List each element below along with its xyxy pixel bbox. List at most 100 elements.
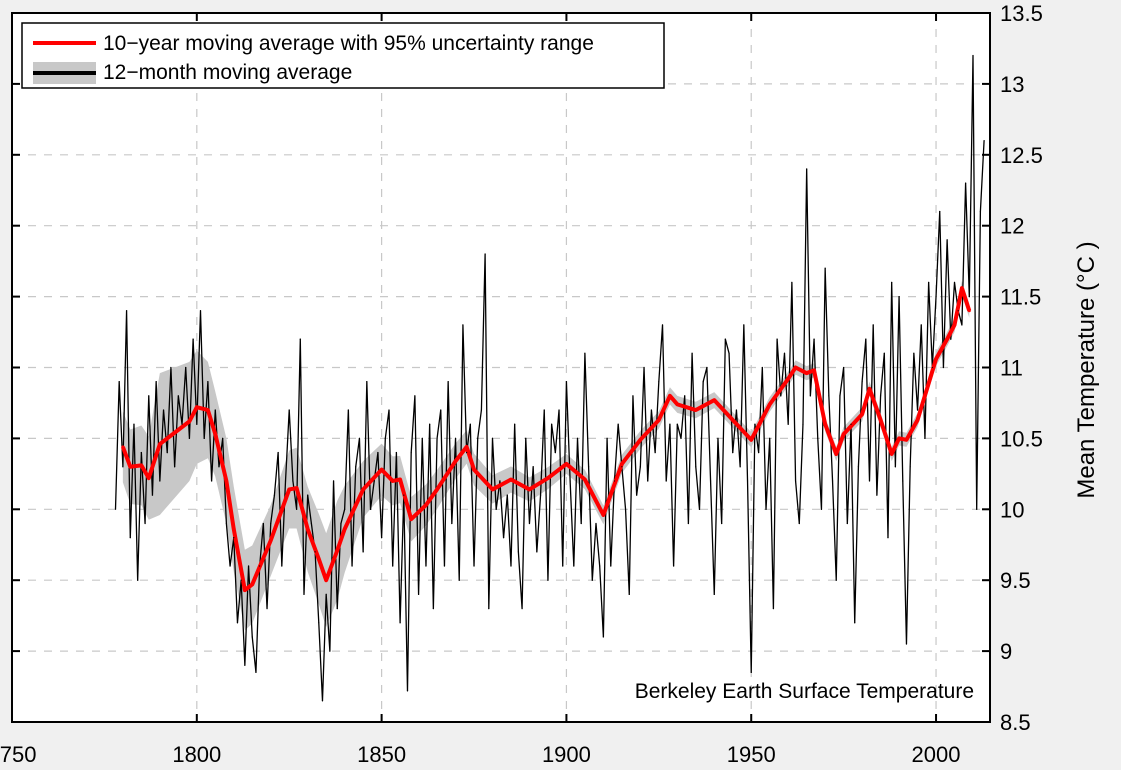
data-point-12-month — [247, 565, 250, 567]
data-point-12-month — [355, 466, 357, 468]
data-point-12-month — [624, 508, 627, 510]
data-point-12-month — [469, 423, 471, 425]
data-point-12-month — [565, 381, 568, 383]
data-point-12-month — [806, 168, 808, 170]
data-point-12-month — [654, 451, 656, 454]
data-point-12-month — [950, 338, 952, 340]
data-point-12-month — [547, 579, 549, 581]
data-point-10-year — [195, 405, 199, 409]
data-point-12-month — [336, 607, 338, 610]
data-point-12-month — [554, 451, 556, 454]
data-point-12-month — [894, 466, 896, 468]
data-point-10-year — [934, 357, 938, 361]
data-point-12-month — [687, 522, 689, 525]
data-point-12-month — [610, 565, 612, 567]
y-tick-label: 13 — [1000, 72, 1024, 97]
data-point-12-month — [155, 381, 157, 383]
x-tick-label: 1800 — [172, 742, 221, 767]
data-point-12-month — [318, 622, 320, 624]
data-point-12-month — [573, 565, 575, 567]
data-point-12-month — [595, 522, 597, 525]
data-point-10-year — [638, 438, 642, 442]
data-point-12-month — [325, 593, 327, 595]
data-point-12-month — [728, 352, 730, 354]
data-point-10-year — [409, 517, 413, 521]
data-point-12-month — [255, 671, 257, 673]
data-point-12-month — [839, 395, 841, 397]
data-point-12-month — [758, 451, 760, 454]
data-point-12-month — [488, 607, 490, 610]
data-point-12-month — [898, 296, 900, 298]
data-point-10-year — [317, 557, 321, 561]
data-point-10-year — [601, 513, 605, 517]
data-point-12-month — [861, 381, 863, 383]
data-point-12-month — [381, 537, 383, 539]
data-point-12-month — [639, 466, 641, 468]
data-point-10-year — [960, 286, 964, 290]
data-point-12-month — [233, 537, 235, 539]
data-point-12-month — [417, 593, 420, 595]
data-point-10-year — [675, 402, 679, 406]
data-point-12-month — [887, 537, 889, 539]
y-tick-label: 10 — [1000, 497, 1024, 522]
data-point-10-year — [879, 418, 883, 422]
data-point-10-year — [509, 478, 513, 482]
data-point-10-year — [842, 432, 846, 436]
data-point-12-month — [514, 423, 516, 425]
data-point-12-month — [628, 593, 630, 595]
data-point-12-month — [787, 423, 789, 425]
data-point-12-month — [262, 522, 264, 525]
data-point-12-month — [743, 324, 745, 326]
data-point-10-year — [187, 419, 191, 423]
data-point-12-month — [961, 324, 963, 326]
data-point-12-month — [817, 437, 819, 439]
data-point-12-month — [732, 451, 734, 454]
series-12-month-line — [114, 54, 985, 702]
data-point-12-month — [410, 451, 412, 454]
data-point-10-year — [306, 527, 310, 531]
data-point-12-month — [617, 423, 619, 425]
data-point-12-month — [539, 494, 542, 496]
data-point-12-month — [636, 494, 638, 496]
data-point-12-month — [296, 508, 298, 510]
data-point-10-year — [834, 452, 838, 456]
data-point-12-month — [222, 437, 224, 439]
data-point-12-month — [192, 338, 194, 340]
data-point-12-month — [451, 522, 453, 525]
data-point-12-month — [502, 537, 505, 539]
data-point-12-month — [499, 480, 501, 482]
data-point-12-month — [281, 565, 283, 567]
data-point-12-month — [946, 239, 948, 241]
data-point-12-month — [968, 296, 970, 298]
data-point-10-year — [232, 527, 236, 531]
data-point-12-month — [931, 366, 933, 369]
data-point-12-month — [769, 437, 771, 439]
data-point-12-month — [510, 565, 512, 567]
data-point-12-month — [794, 480, 797, 482]
data-point-12-month — [721, 522, 723, 525]
data-point-12-month — [314, 551, 316, 553]
data-point-12-month — [765, 508, 767, 510]
data-point-12-month — [521, 607, 523, 610]
data-point-12-month — [440, 409, 442, 411]
legend-label-10yr: 10−year moving average with 95% uncertai… — [103, 32, 594, 55]
data-point-12-month — [484, 253, 486, 255]
data-point-10-year — [206, 408, 210, 412]
axes — [11, 12, 991, 723]
data-point-12-month — [162, 409, 165, 411]
data-point-12-month — [466, 451, 468, 454]
data-point-10-year — [860, 412, 864, 416]
x-tick-labels: 1750 1800 1850 1900 1950 2000 — [0, 742, 961, 767]
data-point-12-month — [680, 437, 682, 439]
data-point-12-month — [569, 480, 571, 482]
data-point-12-month — [558, 409, 560, 411]
data-point-12-month — [576, 437, 579, 439]
data-point-12-month — [776, 338, 778, 340]
data-point-10-year — [731, 418, 735, 422]
data-point-12-month — [454, 437, 457, 439]
data-point-12-month — [388, 409, 390, 411]
data-point-10-year — [472, 468, 476, 472]
data-point-12-month — [602, 636, 604, 638]
data-point-10-year — [295, 486, 299, 490]
data-point-12-month — [876, 494, 878, 496]
